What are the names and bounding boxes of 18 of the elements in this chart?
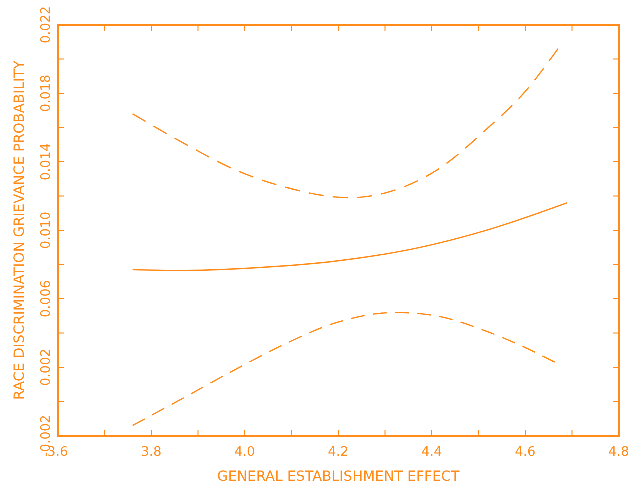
y-tick-label: 0.010 bbox=[39, 212, 54, 250]
y-tick-label: 0.006 bbox=[39, 280, 54, 318]
y-tick-label: 0.002 bbox=[39, 348, 54, 386]
line-series bbox=[132, 202, 568, 272]
y-tick-label: 0.018 bbox=[39, 74, 54, 112]
x-tick-label: 4.0 bbox=[234, 445, 256, 460]
x-tick-label: 4.2 bbox=[328, 445, 349, 460]
x-tick-label: 4.6 bbox=[515, 445, 536, 460]
line-series bbox=[132, 312, 556, 426]
x-tick-label: 3.8 bbox=[141, 445, 162, 460]
x-tick-label: 4.8 bbox=[608, 445, 630, 460]
x-tick-label: 4.4 bbox=[422, 445, 442, 460]
x-axis-title: GENERAL ESTABLISHMENT EFFECT bbox=[217, 469, 460, 485]
y-tick-label: 0.014 bbox=[39, 143, 54, 181]
y-tick-label: 0.022 bbox=[39, 6, 54, 44]
line-series bbox=[132, 48, 559, 199]
y-axis-title: RACE DISCRIMINATION GRIEVANCE PROBABILITY bbox=[12, 60, 28, 400]
x-tick-label: 3.6 bbox=[48, 445, 68, 460]
